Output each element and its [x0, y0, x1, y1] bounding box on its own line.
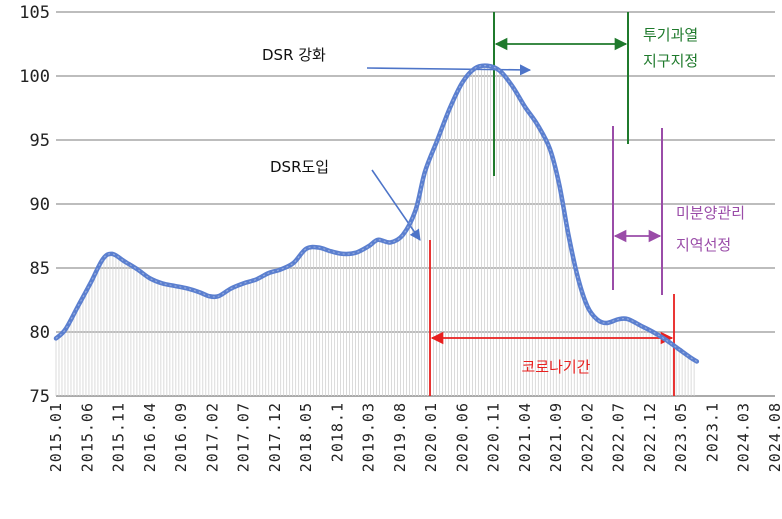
dsr-intro-arrow — [371, 169, 421, 241]
x-tick-label: 2024.03 — [735, 402, 753, 472]
series-line-texture — [55, 64, 698, 362]
series-line — [53, 63, 700, 364]
x-tick-label: 2021.04 — [516, 402, 534, 472]
x-tick-label: 2020.06 — [453, 402, 471, 472]
dsr-intro-label: DSR도입 — [270, 158, 329, 176]
x-tick-label: 2024.08 — [766, 402, 782, 472]
x-tick-label: 2015.01 — [47, 402, 65, 472]
x-tick-label: 2020.01 — [422, 402, 440, 472]
y-tick-label: 80 — [30, 323, 50, 343]
x-tick-label: 2018.05 — [297, 402, 315, 472]
unsold-label-line1: 미분양관리 — [676, 204, 745, 222]
y-tick-label: 75 — [30, 387, 50, 407]
x-tick-label: 2015.06 — [78, 402, 96, 472]
y-tick-label: 95 — [30, 131, 50, 151]
y-tick-label: 90 — [30, 195, 50, 215]
x-tick-label: 2022.07 — [610, 402, 628, 472]
series-line-group — [53, 63, 700, 364]
unsold-area-annotation: 미분양관리 지역선정 — [612, 126, 745, 295]
y-tick-label: 105 — [19, 3, 50, 23]
x-tick-label: 2023.05 — [672, 402, 690, 472]
x-tick-label: 2019.03 — [360, 402, 378, 472]
x-tick-label: 2020.11 — [485, 402, 503, 472]
area-fill — [55, 65, 695, 396]
x-tick-label: 2016.04 — [141, 402, 159, 472]
x-tick-label: 2016.09 — [172, 402, 190, 472]
dsr-annotations: DSR 강화 DSR도입 — [262, 46, 532, 241]
x-tick-label: 2022.12 — [641, 402, 659, 472]
x-tick-label: 2021.09 — [547, 402, 565, 472]
x-tick-label: 2017.07 — [235, 402, 253, 472]
speculation-label-line1: 투기과열 — [643, 26, 698, 44]
x-tick-label: 2017.02 — [203, 402, 221, 472]
covid-period-annotation: 코로나기간 — [429, 240, 675, 396]
dsr-strengthen-arrow — [366, 64, 532, 76]
x-tick-label: 2015.11 — [110, 402, 128, 472]
y-axis-ticks: 75 80 85 90 95 100 105 — [19, 3, 50, 407]
y-tick-label: 85 — [30, 259, 50, 279]
x-tick-label: 2019.08 — [391, 402, 409, 472]
x-tick-label: 2017.12 — [266, 402, 284, 472]
x-tick-label: 2023.1 — [703, 402, 721, 462]
y-tick-label: 100 — [19, 67, 50, 87]
x-tick-label: 2018.1 — [328, 402, 346, 462]
speculation-label-line2: 지구지정 — [643, 52, 698, 70]
x-tick-label: 2022.02 — [578, 402, 596, 472]
x-axis-ticks: 2015.01 2015.06 2015.11 2016.04 2016.09 2017.… — [47, 402, 782, 472]
unsold-label-line2: 지역선정 — [676, 236, 731, 254]
dsr-strengthen-label: DSR 강화 — [262, 46, 326, 64]
speculation-zone-annotation: 투기과열 지구지정 — [493, 12, 698, 176]
covid-label: 코로나기간 — [521, 358, 590, 376]
